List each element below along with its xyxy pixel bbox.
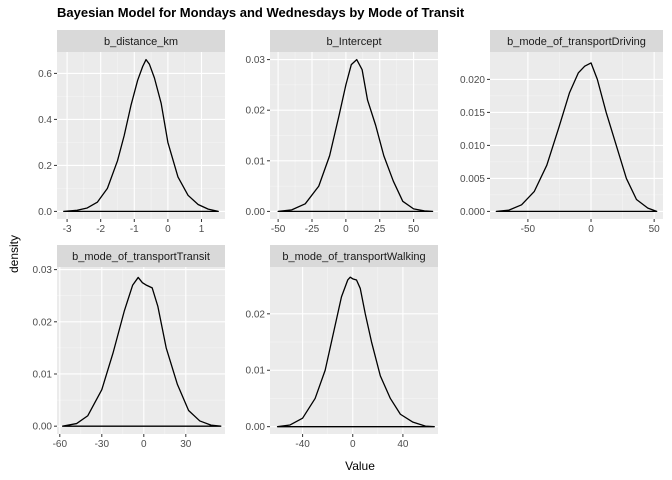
panel-background: [57, 267, 225, 434]
panel-background: [57, 52, 225, 219]
x-tick-label: 40: [397, 439, 409, 450]
x-tick-label: 30: [180, 439, 192, 450]
facet-strip: [490, 30, 663, 52]
facet-strip-label: b_Intercept: [326, 36, 381, 48]
facet-panels: b_distance_km -3 -2 -1 0 1 0.0 0.2 0.4 0.6 b_Inter…: [33, 30, 663, 450]
y-tick-label: 0.02: [246, 309, 266, 320]
x-tick-label: -25: [305, 224, 320, 235]
x-tick-label: -1: [130, 224, 139, 235]
facet-strip: [57, 245, 225, 267]
x-axis-title: Value: [345, 459, 375, 473]
facet-strip: [270, 30, 438, 52]
facet-panel: b_Intercept -50 -25 0 25 50 0.00 0.01 0.02 0.03: [246, 30, 438, 235]
facet-strip: [57, 30, 225, 52]
y-tick-label: 0.02: [246, 106, 266, 117]
facet-panel: b_mode_of_transportDriving -50 0 50 0.000 0.0…: [460, 30, 663, 235]
density-curve: [61, 276, 222, 427]
y-tick-label: 0.005: [460, 174, 485, 185]
facet-strip: [270, 245, 438, 267]
y-tick-label: 0.010: [460, 141, 485, 152]
facet-strip-label: b_mode_of_transportWalking: [282, 251, 425, 263]
x-tick-label: 0: [343, 224, 349, 235]
x-tick-label: -60: [53, 439, 68, 450]
facet-panel: b_distance_km -3 -2 -1 0 1 0.0 0.2 0.4 0.6: [38, 30, 225, 235]
facet-strip-label: b_distance_km: [104, 36, 178, 48]
y-tick-label: 0.020: [460, 75, 485, 86]
x-tick-label: 50: [649, 224, 661, 235]
y-tick-label: 0.03: [33, 265, 53, 276]
x-tick-label: -40: [295, 439, 310, 450]
facet-panel: b_mode_of_transportTransit -60 -30 0 30 0.00 0…: [33, 245, 225, 450]
y-tick-label: 0.015: [460, 108, 485, 119]
facet-panel: b_mode_of_transportWalking -40 0 40 0.00 0.01…: [246, 245, 438, 450]
y-tick-label: 0.2: [38, 161, 52, 172]
x-tick-label: 25: [374, 224, 386, 235]
y-tick-label: 0.000: [460, 207, 485, 218]
panel-background: [270, 267, 438, 434]
x-tick-label: -50: [521, 224, 536, 235]
density-curve: [276, 276, 435, 428]
y-tick-label: 0.00: [246, 422, 266, 433]
x-tick-label: -3: [63, 224, 72, 235]
x-tick-label: 0: [165, 224, 171, 235]
y-tick-label: 0.4: [38, 115, 52, 126]
x-tick-label: -50: [271, 224, 286, 235]
facet-strip-label: b_mode_of_transportDriving: [507, 36, 646, 48]
x-tick-label: 0: [350, 439, 356, 450]
chart-title: Bayesian Model for Mondays and Wednesday…: [57, 5, 465, 20]
density-curve: [495, 62, 658, 213]
y-tick-label: 0.01: [33, 369, 53, 380]
facet-strip-label: b_mode_of_transportTransit: [72, 251, 210, 263]
y-tick-label: 0.6: [38, 69, 52, 80]
y-tick-label: 0.01: [246, 366, 266, 377]
y-tick-label: 0.0: [38, 207, 52, 218]
y-tick-label: 0.02: [33, 317, 53, 328]
x-tick-label: -2: [96, 224, 105, 235]
x-tick-label: 50: [408, 224, 420, 235]
density-curve: [63, 58, 219, 213]
density-curve: [277, 58, 434, 213]
x-tick-label: 0: [141, 439, 147, 450]
y-tick-label: 0.00: [246, 207, 266, 218]
y-tick-label: 0.01: [246, 156, 266, 167]
x-tick-label: 1: [199, 224, 205, 235]
y-axis-title: density: [7, 235, 21, 273]
x-tick-label: 0: [588, 224, 594, 235]
x-tick-label: -30: [95, 439, 110, 450]
y-tick-label: 0.00: [33, 422, 53, 433]
y-tick-label: 0.03: [246, 55, 266, 66]
